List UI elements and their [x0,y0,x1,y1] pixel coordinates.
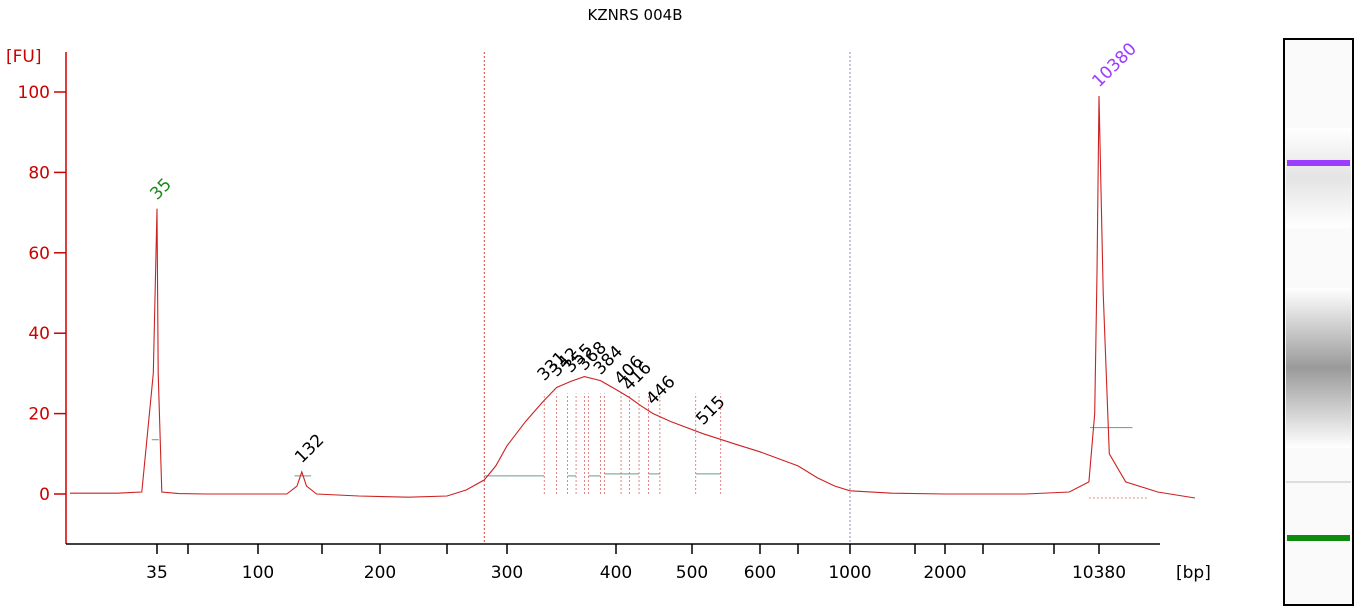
x-tick-label: 2000 [923,563,966,583]
x-tick-label: 600 [744,563,776,583]
gel-band [1287,160,1350,166]
x-tick-label: 500 [676,563,708,583]
gel-smear [1286,288,1351,448]
peak-label: 10380 [1088,39,1140,91]
x-tick-label: 400 [600,563,632,583]
gel-lane [1283,38,1354,606]
x-tick-label: 200 [364,563,396,583]
gel-haze [1286,128,1351,228]
trace-line [70,96,1195,498]
electropherogram-chart: [FU] [bp] 0 20 40 60 80 100 35 100 200 300 400 500 600… [0,0,1270,607]
x-tick-label: 35 [146,563,168,583]
y-tick-label: 80 [28,163,50,183]
gel-band [1287,535,1350,541]
x-tick-label: 1000 [828,563,871,583]
y-tick-label: 40 [28,324,50,344]
x-tick-label: 100 [242,563,274,583]
peak-label: 132 [291,430,328,467]
y-tick-label: 20 [28,405,50,425]
y-tick-label: 0 [39,485,50,505]
y-axis-label: [FU] [6,47,42,67]
y-tick-label: 60 [28,244,50,264]
gel-faint-band [1286,481,1351,483]
x-tick-label: 300 [491,563,523,583]
y-tick-label: 100 [18,83,50,103]
x-tick-label: 10380 [1072,563,1126,583]
peak-label: 35 [146,175,175,204]
x-axis-label: [bp] [1176,563,1211,583]
peak-label: 515 [692,392,729,429]
